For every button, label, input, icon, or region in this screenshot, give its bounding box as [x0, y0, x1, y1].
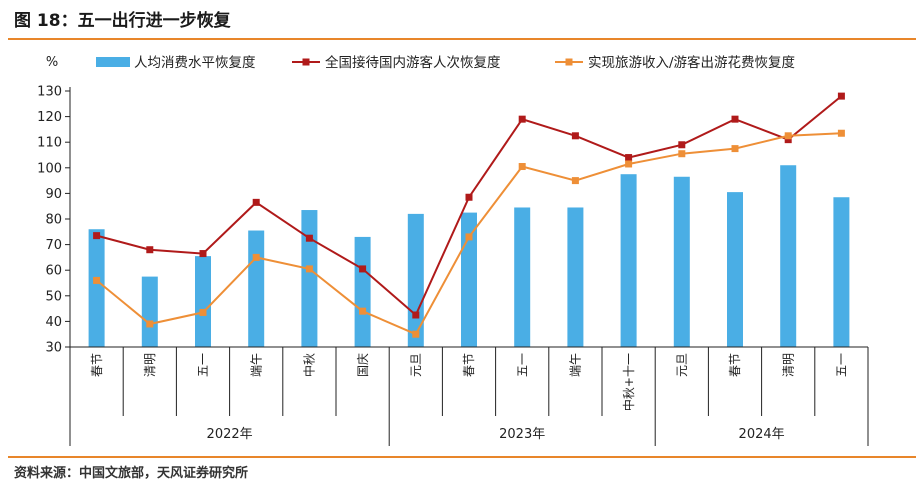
bar — [673, 176, 690, 347]
legend-label: 全国接待国内游客人次恢复度 — [325, 54, 501, 71]
legend: 人均消费水平恢复度 全国接待国内游客人次恢复度 实现旅游收入/游客出游花费恢复度 — [96, 54, 795, 71]
y-tick-label: 60 — [45, 264, 62, 279]
line-point — [465, 233, 473, 241]
line-point — [412, 311, 420, 319]
y-tick-label: 70 — [45, 238, 62, 253]
x-tick-label: 中秋 — [302, 353, 317, 377]
legend-swatch-marker — [302, 58, 310, 66]
line-point — [305, 234, 313, 242]
chart: 人均消费水平恢复度 全国接待国内游客人次恢复度 实现旅游收入/游客出游花费恢复度 %… — [37, 54, 869, 446]
x-tick-label: 五一 — [515, 353, 529, 377]
legend-label: 实现旅游收入/游客出游花费恢复度 — [588, 54, 795, 71]
line-point — [837, 92, 845, 100]
line-point — [146, 320, 154, 328]
line-point — [625, 154, 633, 162]
line-point — [731, 145, 739, 153]
bar — [514, 207, 531, 347]
bar — [301, 210, 318, 347]
line-point — [571, 177, 579, 185]
line-series — [93, 92, 845, 338]
bar — [833, 197, 850, 347]
bar — [354, 236, 371, 347]
line-point — [518, 163, 526, 171]
x-tick-label: 端午 — [569, 353, 583, 377]
bar — [248, 230, 265, 347]
y-tick-label: 80 — [45, 213, 62, 228]
x-tick-label: 春节 — [90, 353, 104, 377]
line-point — [837, 129, 845, 137]
line-point — [146, 246, 154, 254]
bar — [780, 165, 797, 347]
line-point — [625, 160, 633, 168]
line-point — [199, 308, 207, 316]
line-point — [252, 253, 260, 261]
title-divider — [8, 38, 916, 40]
bar — [620, 174, 637, 347]
line-point — [518, 115, 526, 123]
bar — [727, 192, 743, 347]
line-point — [465, 193, 473, 201]
year-label: 2023年 — [499, 427, 545, 442]
y-tick-label: 30 — [45, 341, 62, 356]
x-tick-label: 清明 — [143, 353, 157, 377]
bar — [88, 229, 105, 347]
y-tick-label: 130 — [37, 85, 62, 100]
bar — [407, 213, 424, 347]
y-tick-label: 40 — [45, 315, 62, 330]
line-point — [359, 265, 367, 273]
legend-swatch-bar — [96, 57, 130, 67]
x-tick-label: 五一 — [835, 353, 849, 377]
bar-series — [88, 165, 850, 347]
line-point — [571, 132, 579, 140]
line-point — [678, 141, 686, 149]
line-point — [731, 115, 739, 123]
footer-divider — [8, 456, 916, 458]
y-tick-label: 100 — [37, 161, 62, 176]
x-tick-label: 国庆 — [356, 353, 370, 377]
figure-title: 图 18：五一出行进一步恢复 — [14, 11, 231, 31]
y-tick-label: 90 — [45, 187, 62, 202]
bar — [195, 256, 211, 347]
x-tick-label: 清明 — [781, 353, 795, 377]
line-point — [199, 250, 207, 258]
y-unit-label: % — [46, 55, 58, 70]
y-tick-label: 50 — [45, 289, 62, 304]
source-note: 资料来源：中国文旅部，天风证券研究所 — [14, 466, 249, 481]
line-point — [412, 330, 420, 338]
legend-label: 人均消费水平恢复度 — [134, 54, 256, 71]
legend-swatch-marker — [565, 58, 573, 66]
y-tick-label: 120 — [37, 110, 62, 125]
x-tick-label: 端午 — [249, 353, 263, 377]
line-point — [305, 265, 313, 273]
year-label: 2022年 — [207, 427, 253, 442]
bar — [567, 207, 584, 347]
bar — [461, 212, 477, 347]
line-point — [678, 150, 686, 158]
axes: 30 40 50 60 70 80 90 100 110 120 130 2022年 2023年 2024… — [37, 85, 869, 446]
x-tick-label: 春节 — [728, 353, 742, 377]
line-point — [252, 198, 260, 206]
year-label: 2024年 — [739, 427, 785, 442]
x-tick-label: 元旦 — [675, 353, 689, 377]
x-tick-label: 春节 — [462, 353, 476, 377]
x-tick-label: 元旦 — [409, 353, 423, 377]
line-point — [784, 136, 792, 144]
x-tick-label: 五一 — [196, 353, 210, 377]
line-point — [784, 132, 792, 140]
y-tick-label: 110 — [37, 136, 62, 151]
line-point — [93, 232, 101, 240]
x-tick-label: 中秋+十一 — [621, 353, 636, 411]
line-point — [359, 307, 367, 315]
line-point — [93, 276, 101, 284]
bar — [141, 276, 158, 347]
